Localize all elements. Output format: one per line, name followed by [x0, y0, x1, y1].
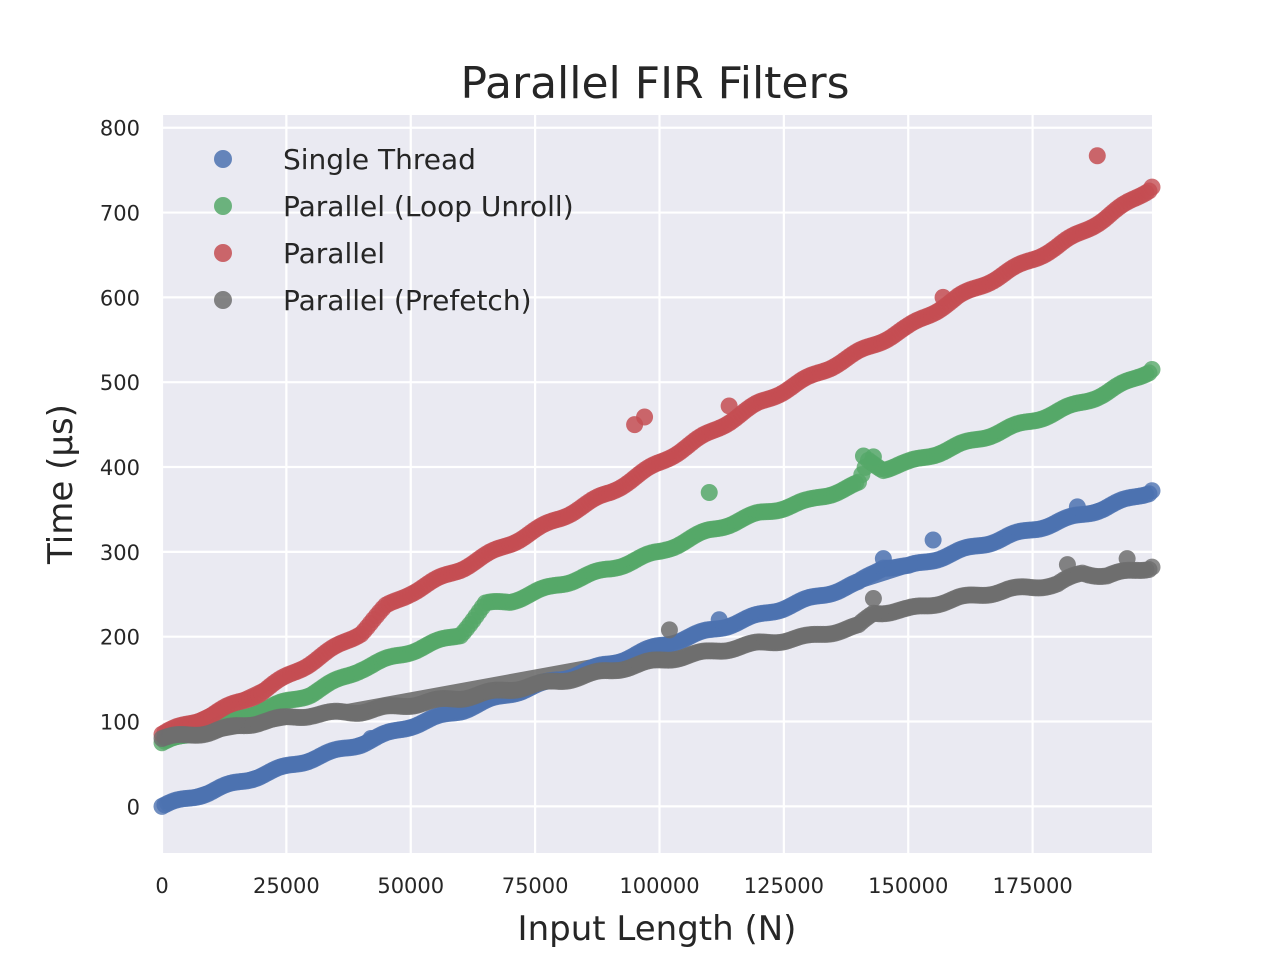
y-axis-ticks: 0 100 200 300 400 500 600 700 800	[100, 117, 140, 820]
data-point	[1143, 558, 1161, 576]
legend-marker	[214, 197, 232, 215]
y-axis-label: Time (μs)	[41, 404, 81, 565]
outlier-point	[700, 483, 718, 501]
y-tick-label: 800	[100, 117, 140, 141]
x-tick-label: 75000	[502, 874, 569, 898]
y-tick-label: 700	[100, 202, 140, 226]
legend-label: Parallel (Loop Unroll)	[283, 190, 574, 223]
plot-area	[162, 115, 1152, 853]
outlier-point	[924, 531, 942, 549]
y-tick-label: 500	[100, 371, 140, 395]
outlier-point	[720, 397, 738, 415]
x-tick-label: 0	[155, 874, 168, 898]
data-points	[153, 147, 1161, 815]
x-tick-label: 100000	[619, 874, 699, 898]
data-point	[1143, 482, 1161, 500]
x-tick-label: 50000	[377, 874, 444, 898]
data-point	[1143, 360, 1161, 378]
legend-label: Parallel	[283, 237, 385, 270]
outlier-point	[1058, 556, 1076, 574]
x-tick-label: 25000	[253, 874, 320, 898]
legend-label: Single Thread	[283, 143, 476, 176]
y-tick-label: 400	[100, 456, 140, 480]
series-points	[153, 550, 1161, 747]
y-tick-label: 0	[127, 795, 140, 819]
outlier-point	[1118, 550, 1136, 568]
outlier-point	[864, 448, 882, 466]
outlier-point	[934, 288, 952, 306]
legend-marker	[214, 244, 232, 262]
y-tick-label: 300	[100, 541, 140, 565]
outlier-point	[660, 621, 678, 639]
x-axis-label: Input Length (N)	[518, 909, 797, 949]
outlier-point	[864, 590, 882, 608]
y-tick-label: 100	[100, 711, 140, 735]
x-tick-label: 125000	[744, 874, 824, 898]
legend-marker	[214, 291, 232, 309]
outlier-point	[710, 611, 728, 629]
outlier-point	[362, 729, 380, 747]
x-tick-label: 175000	[993, 874, 1073, 898]
x-axis-ticks: 0 25000 50000 75000 100000 125000 150000 175000	[155, 874, 1072, 898]
legend-marker	[214, 150, 232, 168]
chart-title: Parallel FIR Filters	[460, 58, 849, 109]
legend: Single Thread Parallel (Loop Unroll) Paral…	[214, 143, 574, 317]
x-tick-label: 150000	[868, 874, 948, 898]
y-tick-label: 200	[100, 626, 140, 650]
outlier-point	[1068, 498, 1086, 516]
outlier-point	[1088, 147, 1106, 165]
y-tick-label: 600	[100, 286, 140, 310]
data-point	[1143, 178, 1161, 196]
outlier-point	[636, 408, 654, 426]
outlier-point	[874, 550, 892, 568]
legend-label: Parallel (Prefetch)	[283, 284, 532, 317]
